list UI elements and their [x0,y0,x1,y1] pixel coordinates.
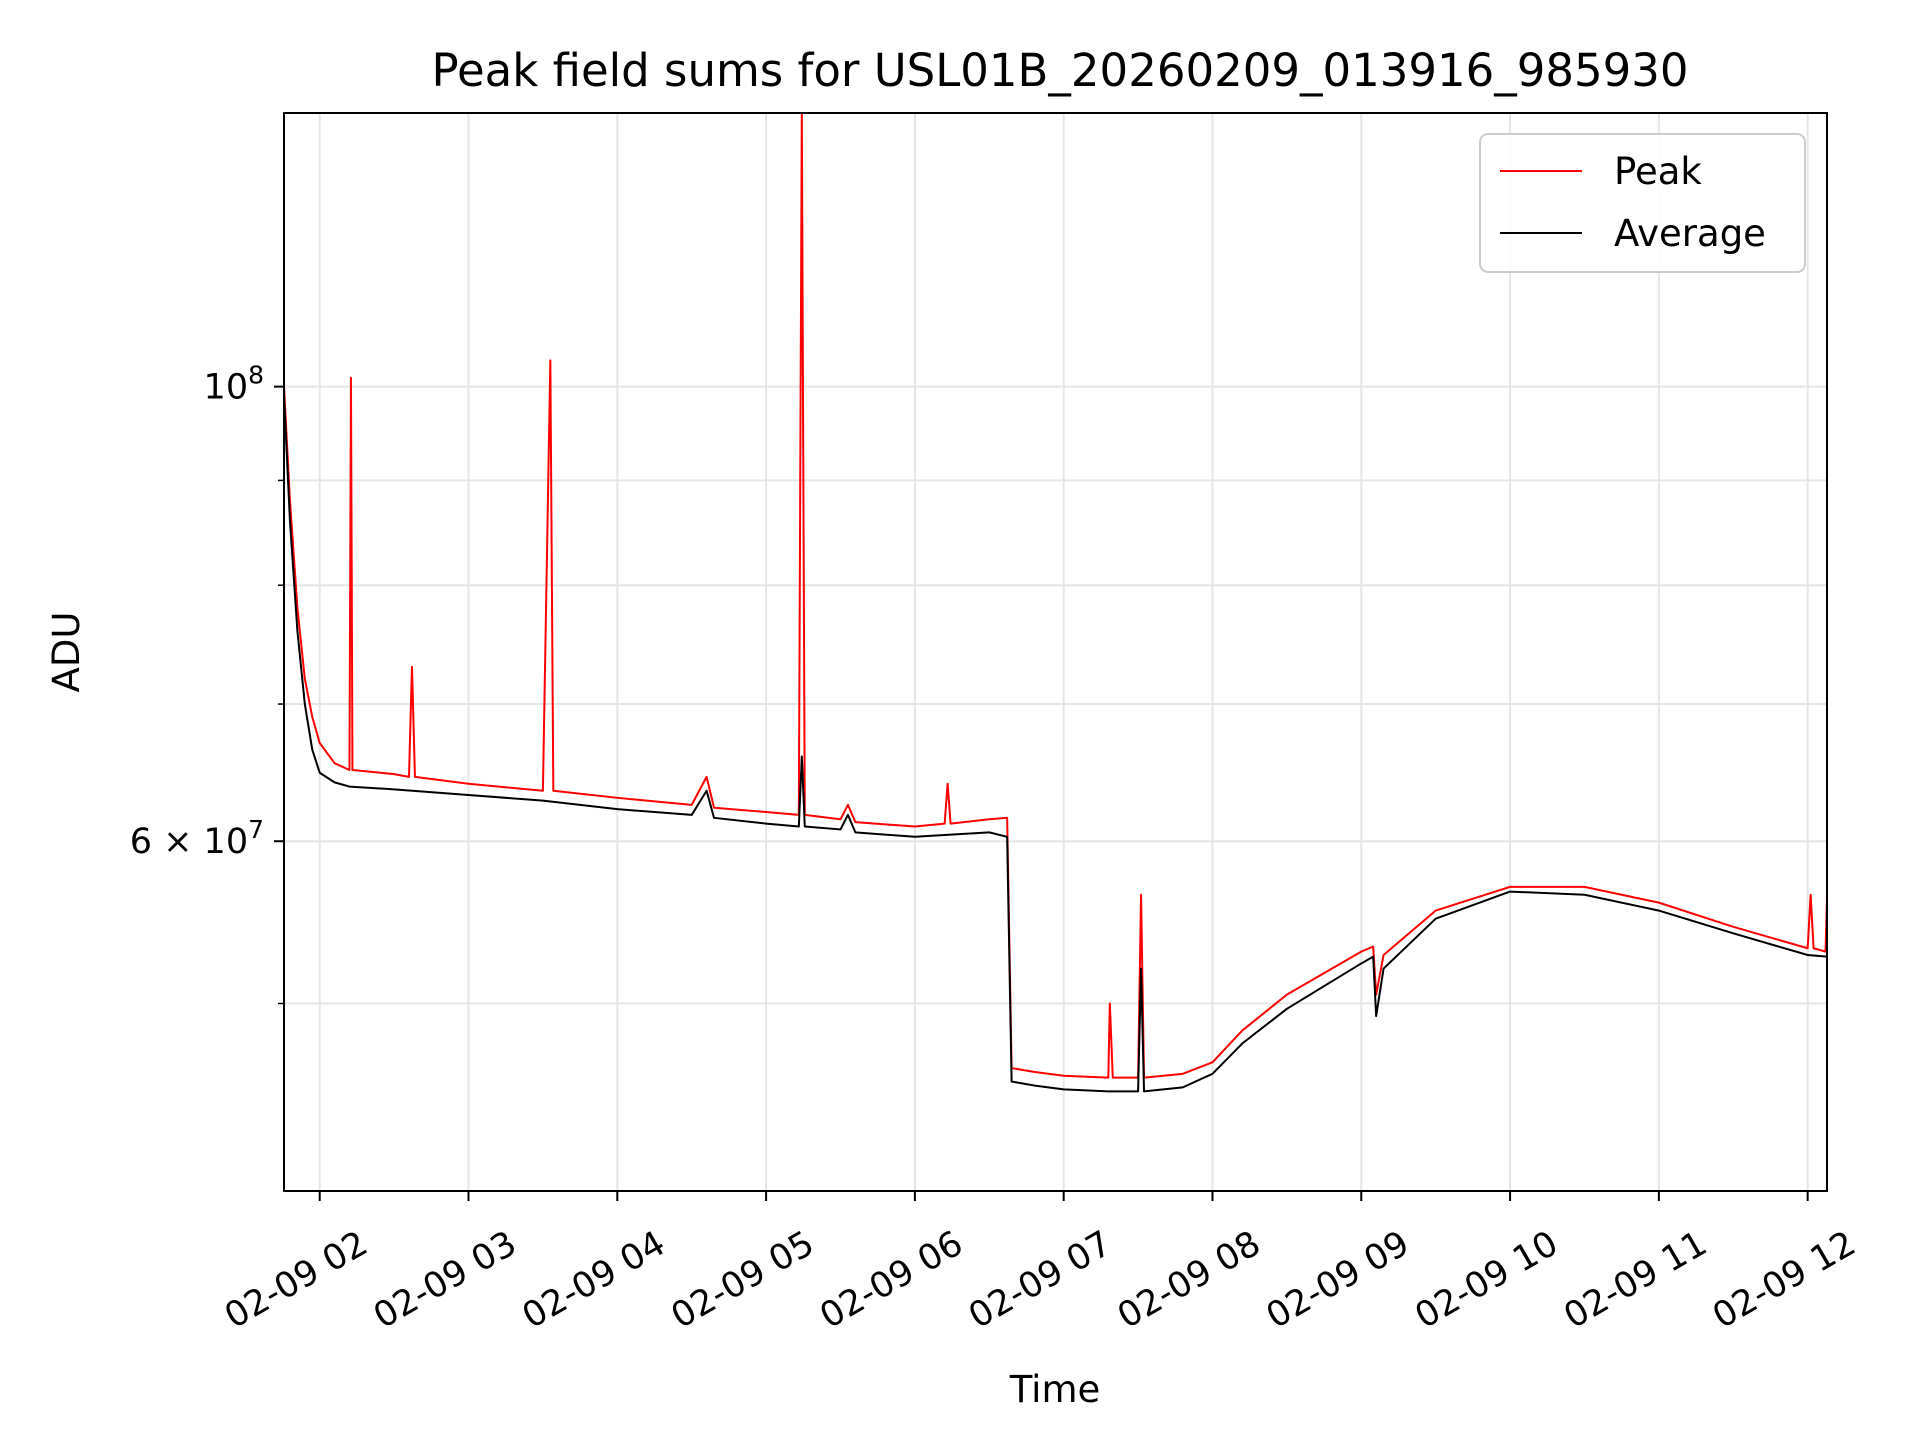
chart-title: Peak field sums for USL01B_20260209_0139… [431,44,1688,97]
x-axis-title: Time [1009,1368,1101,1411]
y-tick-label: 6 × 107 [130,815,264,862]
y-axis-title: ADU [45,612,88,693]
series-layer [284,113,1827,1093]
legend-frame [1479,133,1806,273]
legend-label-peak: Peak [1614,150,1702,193]
y-tick-label: 108 [204,361,264,408]
y-axis: 108 6 × 107 [130,361,284,1005]
legend-label-average: Average [1614,212,1766,255]
series-line-average [284,395,1827,1093]
legend: Peak Average [1479,133,1806,273]
plot-frame [283,112,1828,1192]
grid [284,113,1827,1191]
series-line-peak [284,113,1827,1079]
